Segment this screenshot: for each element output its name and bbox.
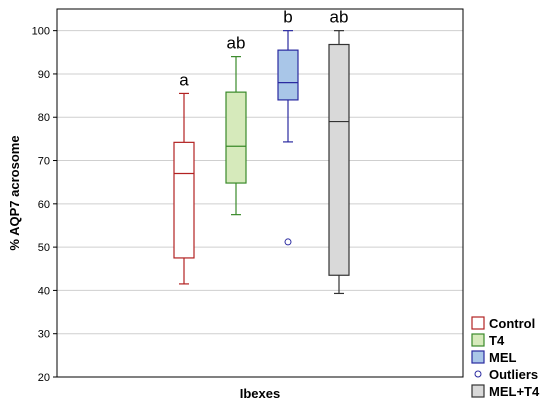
legend-item-control: Control (471, 316, 535, 331)
box-group-t4: ab (225, 34, 247, 216)
legend: Control T4 MEL Outliers MEL+T4 (471, 316, 540, 399)
legend-swatch (471, 350, 485, 364)
plot-frame (56, 8, 464, 378)
y-tick-label: 90 (38, 69, 50, 81)
y-tick-label: 30 (38, 329, 50, 341)
y-tick-label: 50 (38, 242, 50, 254)
outlier-point (284, 238, 292, 246)
y-tick-label: 100 (32, 26, 50, 38)
y-tick-label: 70 (38, 156, 50, 168)
box-group-control: a (173, 70, 195, 285)
legend-label: T4 (489, 333, 505, 348)
iqr-box (328, 43, 350, 276)
y-tick-label: 60 (38, 199, 50, 211)
legend-label: Control (489, 316, 535, 331)
iqr-box (225, 91, 247, 184)
legend-item-t4: T4 (471, 333, 505, 348)
significance-label: b (283, 8, 292, 27)
legend-label: MEL+T4 (489, 384, 540, 399)
grid-lines (57, 30, 463, 378)
iqr-box (173, 141, 195, 259)
legend-label: MEL (489, 350, 517, 365)
significance-label: a (179, 70, 189, 89)
significance-label: ab (330, 8, 349, 27)
legend-outlier-icon (474, 370, 482, 378)
legend-item-outliers: Outliers (474, 367, 538, 382)
legend-swatch (471, 384, 485, 398)
legend-item-mel-t4: MEL+T4 (471, 384, 540, 399)
box-group-mel: b (277, 8, 299, 246)
legend-swatch (471, 333, 485, 347)
y-tick-label: 40 (38, 285, 50, 297)
box-group-mel-t4: ab (328, 8, 350, 295)
iqr-box (277, 49, 299, 101)
legend-swatch (471, 316, 485, 330)
y-tick-label: 80 (38, 112, 50, 124)
legend-item-mel: MEL (471, 350, 517, 365)
boxes: a ab b ab (173, 8, 350, 295)
y-tick-label: 20 (38, 372, 50, 384)
legend-label: Outliers (489, 367, 538, 382)
x-axis-title: Ibexes (240, 386, 280, 401)
y-axis-title: % AQP7 acrosome (7, 135, 22, 250)
significance-label: ab (227, 34, 246, 53)
y-axis: 20 30 40 50 60 70 80 90 100 (32, 26, 57, 384)
